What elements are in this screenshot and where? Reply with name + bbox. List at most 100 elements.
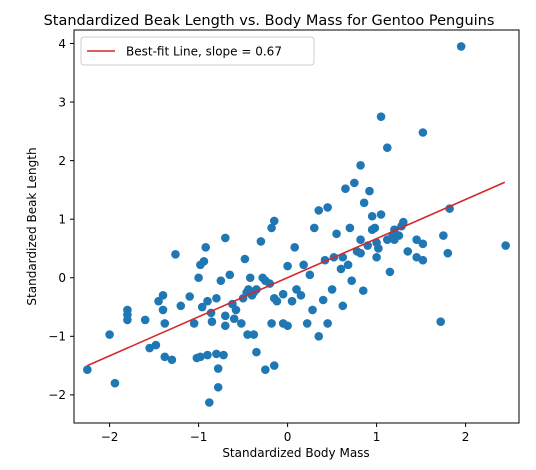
data-point xyxy=(367,211,377,221)
y-tick-label: −2 xyxy=(48,388,66,402)
data-point xyxy=(221,311,230,321)
best-fit-line xyxy=(87,181,506,367)
data-point xyxy=(385,267,395,277)
data-point xyxy=(501,241,510,250)
data-point xyxy=(314,206,324,215)
data-point xyxy=(237,319,246,328)
data-point xyxy=(83,365,92,375)
data-point xyxy=(358,286,368,295)
data-point xyxy=(374,244,383,253)
data-point xyxy=(418,128,428,137)
data-point xyxy=(376,112,386,121)
data-point xyxy=(341,184,350,194)
x-axis-ticks: −2 −1 0 1 2 xyxy=(101,423,470,444)
data-point xyxy=(283,321,292,331)
data-point xyxy=(225,270,235,280)
data-point xyxy=(256,237,266,246)
data-point xyxy=(323,203,332,212)
data-point xyxy=(299,260,308,270)
y-tick-label: 1 xyxy=(58,212,66,226)
y-axis-ticks: −2 −1 0 1 2 3 4 xyxy=(48,37,74,402)
x-tick-label: 2 xyxy=(462,430,470,444)
data-point xyxy=(267,319,276,328)
data-point xyxy=(359,198,369,208)
data-point xyxy=(403,247,413,256)
data-point xyxy=(151,340,161,350)
data-point xyxy=(123,315,132,325)
data-point xyxy=(382,143,392,153)
data-point xyxy=(231,305,241,315)
data-point xyxy=(310,223,319,233)
chart-title: Standardized Beak Length vs. Body Mass f… xyxy=(44,13,495,29)
data-point xyxy=(278,289,288,299)
legend: Best-fit Line, slope = 0.67 xyxy=(80,36,315,66)
data-point xyxy=(370,223,380,233)
data-point xyxy=(296,291,306,300)
x-tick-label: 1 xyxy=(373,430,381,444)
data-point xyxy=(219,350,228,360)
data-point xyxy=(283,261,292,271)
data-point xyxy=(213,382,223,392)
data-point xyxy=(345,223,355,233)
data-point xyxy=(158,305,168,315)
data-point xyxy=(287,296,297,306)
legend-box xyxy=(80,36,315,66)
data-point xyxy=(290,242,300,252)
data-points xyxy=(83,42,510,407)
y-tick-label: 4 xyxy=(58,37,66,51)
data-point xyxy=(158,291,168,300)
data-point xyxy=(456,42,466,51)
data-point xyxy=(356,248,365,258)
data-point xyxy=(376,210,386,219)
data-point xyxy=(201,242,211,252)
data-point xyxy=(338,301,348,311)
y-tick-label: 3 xyxy=(58,95,66,109)
data-point xyxy=(267,223,276,233)
data-point xyxy=(160,319,170,328)
data-point xyxy=(199,257,209,266)
data-point xyxy=(221,233,230,243)
x-tick-label: −2 xyxy=(101,430,119,444)
data-point xyxy=(167,355,177,365)
data-point xyxy=(269,361,279,370)
data-point xyxy=(305,270,315,280)
data-point xyxy=(240,254,250,264)
data-point xyxy=(272,296,282,306)
data-point xyxy=(336,264,346,274)
data-point xyxy=(412,235,421,244)
data-point xyxy=(204,398,214,407)
y-tick-label: −1 xyxy=(48,330,66,344)
data-point xyxy=(418,255,428,265)
data-point xyxy=(194,273,203,283)
data-point xyxy=(212,349,221,359)
data-point xyxy=(203,296,212,306)
data-point xyxy=(245,273,255,283)
x-axis-label: Standardized Body Mass xyxy=(222,446,369,460)
data-point xyxy=(356,235,365,244)
data-point xyxy=(292,285,301,294)
data-point xyxy=(213,364,223,373)
data-point xyxy=(347,276,356,285)
data-point xyxy=(314,332,324,341)
data-point xyxy=(436,317,445,326)
data-point xyxy=(229,314,239,324)
x-tick-label: −1 xyxy=(190,430,208,444)
plot-frame xyxy=(73,29,520,424)
data-point xyxy=(327,285,337,294)
data-point xyxy=(243,330,252,339)
data-point xyxy=(160,352,170,362)
data-point xyxy=(189,319,199,328)
data-point xyxy=(372,252,381,262)
data-point xyxy=(269,216,279,226)
data-point xyxy=(176,301,186,311)
y-tick-label: 2 xyxy=(58,154,66,168)
data-point xyxy=(110,378,120,388)
legend-label: Best-fit Line, slope = 0.67 xyxy=(126,45,282,59)
data-point xyxy=(443,248,453,258)
data-point xyxy=(302,319,312,328)
data-point xyxy=(350,178,359,188)
data-point xyxy=(171,250,180,259)
data-point xyxy=(332,229,341,239)
